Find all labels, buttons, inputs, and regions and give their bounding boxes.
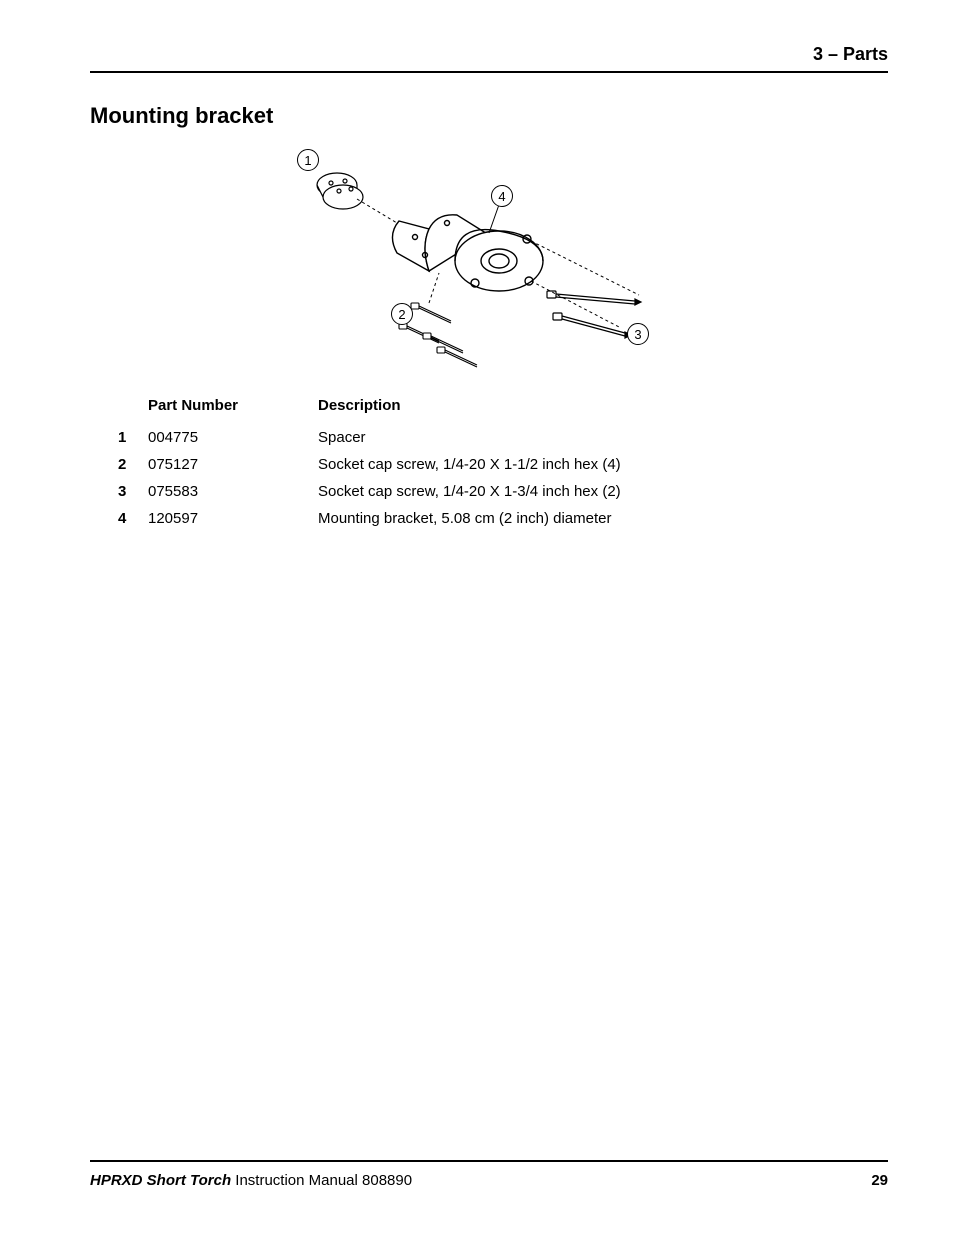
row-description: Mounting bracket, 5.08 cm (2 inch) diame… [318,510,888,527]
row-description: Socket cap screw, 1/4-20 X 1-3/4 inch he… [318,483,888,500]
row-part-number: 075127 [148,456,318,473]
row-index: 1 [118,429,148,446]
table-row: 1 004775 Spacer [118,424,888,451]
callout-3: 3 [627,323,649,345]
diagram-container: 1 2 3 4 [90,143,888,373]
row-index: 4 [118,510,148,527]
footer-page-number: 29 [871,1172,888,1189]
footer-left: HPRXD Short Torch Instruction Manual 808… [90,1172,412,1189]
footer-rest: Instruction Manual 808890 [231,1172,412,1189]
table-row: 2 075127 Socket cap screw, 1/4-20 X 1-1/… [118,451,888,478]
footer-product: HPRXD Short Torch [90,1172,231,1189]
row-part-number: 120597 [148,510,318,527]
header-section: 3 – Parts [813,44,888,65]
parts-table: Part Number Description 1 004775 Spacer … [118,397,888,532]
callout-2: 2 [391,303,413,325]
callout-1: 1 [297,149,319,171]
parts-table-header: Part Number Description [118,397,888,414]
table-row: 4 120597 Mounting bracket, 5.08 cm (2 in… [118,505,888,532]
table-row: 3 075583 Socket cap screw, 1/4-20 X 1-3/… [118,478,888,505]
callout-4: 4 [491,185,513,207]
row-index: 2 [118,456,148,473]
section-title: Mounting bracket [90,103,888,129]
row-description: Spacer [318,429,888,446]
row-index: 3 [118,483,148,500]
page-header: 3 – Parts [90,44,888,73]
page-footer: HPRXD Short Torch Instruction Manual 808… [90,1160,888,1189]
row-part-number: 004775 [148,429,318,446]
row-description: Socket cap screw, 1/4-20 X 1-1/2 inch he… [318,456,888,473]
col-header-part-number: Part Number [148,397,318,414]
col-header-description: Description [318,397,888,414]
row-part-number: 075583 [148,483,318,500]
exploded-diagram: 1 2 3 4 [279,143,699,373]
